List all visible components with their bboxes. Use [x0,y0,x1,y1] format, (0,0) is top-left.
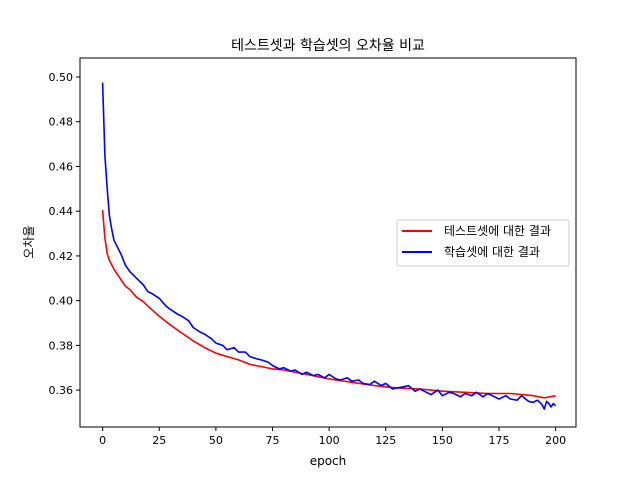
y-tick-label: 0.38 [49,339,74,352]
series-lines [101,82,557,410]
x-tick-label: 50 [209,434,223,447]
x-tick-label: 175 [488,434,509,447]
y-axis-label: 오차율 [22,225,36,258]
x-tick-label: 200 [545,434,566,447]
series-line-train [101,82,557,410]
x-tick-label: 25 [152,434,166,447]
y-tick-label: 0.42 [49,250,74,263]
y-tick-label: 0.40 [49,295,74,308]
chart-title: 테스트셋과 학습셋의 오차율 비교 [231,38,425,54]
x-tick-label: 150 [432,434,453,447]
y-tick-label: 0.36 [49,384,74,397]
y-tick-label: 0.48 [49,116,74,129]
x-axis-label: epoch [310,454,347,468]
x-tick-label: 125 [375,434,396,447]
y-tick-label: 0.50 [49,71,74,84]
legend-box [396,219,570,267]
legend-label-test: 테스트셋에 대한 결과 [444,224,551,238]
x-tick-label: 100 [319,434,340,447]
x-tick-label: 0 [99,434,106,447]
series-line-test [101,210,556,399]
x-tick-label: 75 [266,434,280,447]
legend: 테스트셋에 대한 결과 학습셋에 대한 결과 [396,219,570,267]
legend-label-train: 학습셋에 대한 결과 [444,245,540,259]
y-tick-label: 0.46 [49,160,74,173]
y-tick-label: 0.44 [49,205,74,218]
y-axis: 0.36 0.38 0.40 0.42 0.44 0.46 0.48 0.50 [49,71,80,397]
x-axis: 0 25 50 75 100 125 150 175 200 [99,427,566,447]
